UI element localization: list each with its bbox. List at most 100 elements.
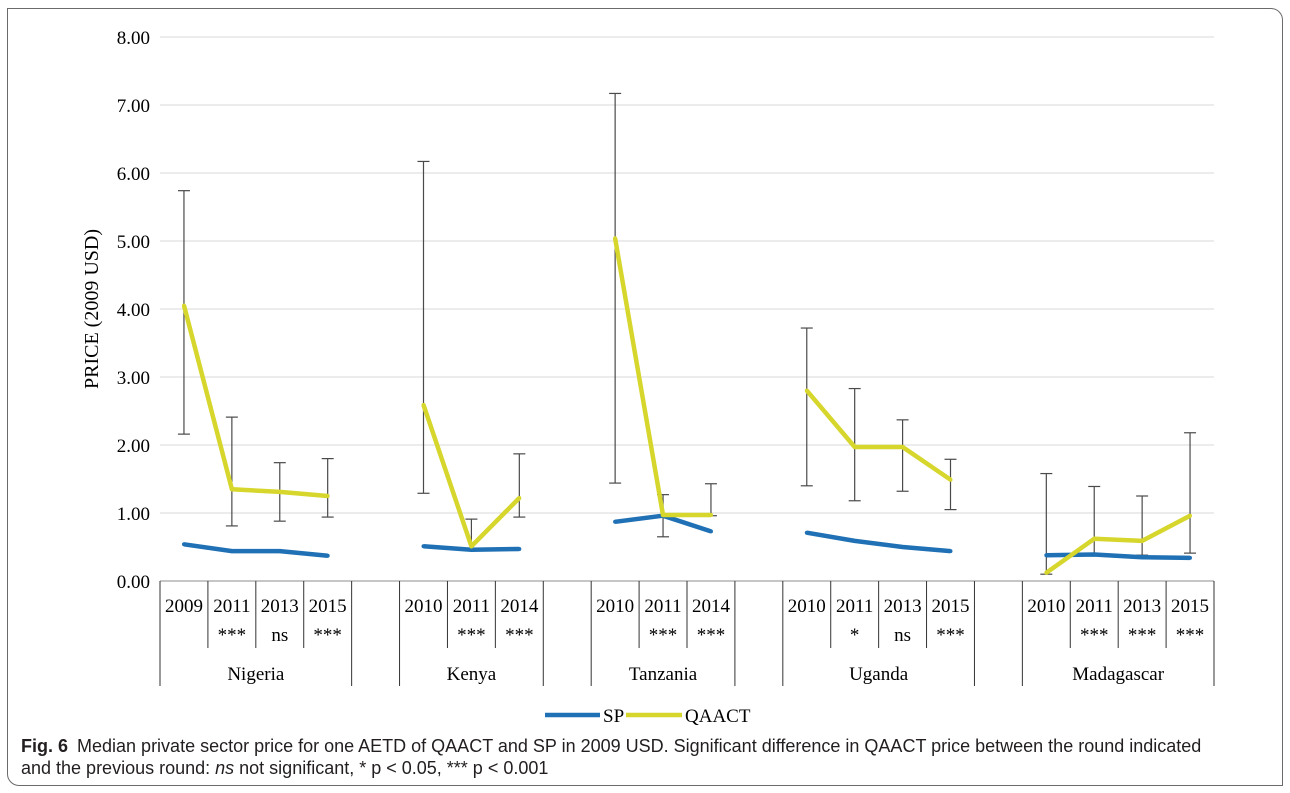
significance-label: *** <box>505 625 534 646</box>
legend-label-qaact: QAACT <box>685 706 751 727</box>
data-point-qaact <box>277 489 282 494</box>
data-point-qaact <box>1092 536 1097 541</box>
significance-label: *** <box>697 625 726 646</box>
data-point-qaact <box>1044 570 1049 575</box>
caption-line-2: and the previous round: ns not significa… <box>21 757 1201 779</box>
error-bars <box>177 92 1197 575</box>
data-point-sp <box>1092 552 1097 557</box>
significance-label: *** <box>1176 625 1205 646</box>
data-point-sp <box>517 547 522 551</box>
data-point-sp <box>277 549 282 554</box>
axes: 0.00 1.00 2.00 3.00 4.00 5.00 6.00 7.00 8.00 2009… <box>117 28 1215 686</box>
country-label: Tanzania <box>629 664 698 685</box>
country-label: Madagascar <box>1072 664 1164 685</box>
error-bar <box>609 92 622 484</box>
error-bar <box>1088 485 1101 557</box>
data-point-qaact <box>613 236 618 241</box>
data-point-qaact <box>229 487 234 492</box>
series-line-sp <box>183 542 328 559</box>
data-point-sp <box>182 542 186 547</box>
data-point-sp <box>804 530 809 535</box>
series <box>181 236 1192 575</box>
error-bar <box>944 458 957 511</box>
error-bar <box>704 483 717 517</box>
data-point-qaact <box>1140 538 1145 543</box>
figure-frame <box>7 8 1283 786</box>
significance-label: *** <box>1128 625 1157 646</box>
y-tick-label: 8.00 <box>117 28 150 49</box>
data-point-qaact <box>661 513 665 517</box>
significance-label: ns <box>894 625 911 646</box>
year-label: 2014 <box>692 596 731 617</box>
data-point-sp <box>1140 555 1145 560</box>
series-line-sp <box>806 530 951 554</box>
data-point-sp <box>469 547 474 552</box>
data-point-sp <box>1044 553 1049 558</box>
year-label: 2010 <box>1027 596 1065 617</box>
error-bar <box>225 416 238 527</box>
error-bar <box>321 458 334 518</box>
year-label: 2015 <box>932 596 970 617</box>
year-label: 2011 <box>836 596 873 617</box>
significance-label: *** <box>457 625 486 646</box>
data-point-sp <box>709 529 713 534</box>
year-label: 2009 <box>165 596 203 617</box>
year-label: 2011 <box>453 596 490 617</box>
caption-text: Median private sector price for one AETD… <box>77 736 1202 756</box>
country-label: Uganda <box>849 664 909 685</box>
data-point-qaact <box>852 445 857 449</box>
data-point-sp <box>1188 555 1192 560</box>
significance-label: *** <box>218 625 247 646</box>
data-point-qaact <box>948 477 953 482</box>
figure-caption: Fig. 6 Median private sector price for on… <box>21 735 1201 779</box>
data-point-qaact <box>421 402 426 407</box>
data-point-sp <box>948 549 953 554</box>
year-label: 2011 <box>213 596 250 617</box>
year-label: 2011 <box>1076 596 1113 617</box>
year-label: 2010 <box>788 596 826 617</box>
y-tick-label: 1.00 <box>117 504 150 525</box>
error-bar <box>1184 432 1197 554</box>
y-tick-label: 2.00 <box>117 436 150 457</box>
data-point-sp <box>421 544 426 549</box>
caption-ns-term: ns <box>215 758 235 778</box>
y-tick-label: 6.00 <box>117 164 150 185</box>
year-label: 2010 <box>405 596 443 617</box>
error-bar <box>513 453 526 518</box>
year-label: 2013 <box>261 596 299 617</box>
error-bar <box>800 327 813 487</box>
significance-label: ns <box>271 625 288 646</box>
caption-text-start: and the previous round: <box>21 758 216 778</box>
data-point-qaact <box>469 544 474 549</box>
data-point-sp <box>325 553 330 558</box>
gridlines <box>160 36 1214 582</box>
data-point-qaact <box>709 513 713 517</box>
caption-line-1: Fig. 6 Median private sector price for on… <box>21 735 1201 757</box>
year-label: 2010 <box>596 596 634 617</box>
figure-label: Fig. 6 <box>21 736 69 756</box>
significance-label: * <box>850 625 860 646</box>
year-label: 2015 <box>309 596 347 617</box>
data-point-qaact <box>325 494 330 498</box>
data-point-sp <box>229 549 234 554</box>
significance-label: *** <box>313 625 342 646</box>
y-tick-label: 5.00 <box>117 232 150 253</box>
data-point-qaact <box>900 445 905 449</box>
series-line-qaact <box>181 305 328 499</box>
data-point-qaact <box>517 496 522 500</box>
data-point-sp <box>900 545 905 549</box>
error-bar <box>1136 495 1149 556</box>
data-point-qaact <box>804 388 809 393</box>
data-point-sp <box>613 519 618 524</box>
caption-text-end: not significant, * p < 0.05, *** p < 0.0… <box>234 758 549 778</box>
country-label: Kenya <box>447 664 497 685</box>
country-label: Nigeria <box>227 664 285 685</box>
significance-label: *** <box>936 625 965 646</box>
year-label: 2013 <box>1123 596 1161 617</box>
error-bar <box>896 419 909 492</box>
significance-label: *** <box>1080 625 1109 646</box>
series-line-qaact <box>1044 513 1192 575</box>
y-tick-label: 7.00 <box>117 96 150 117</box>
year-label: 2013 <box>884 596 922 617</box>
y-axis-title: PRICE (2009 USD) <box>81 229 103 389</box>
